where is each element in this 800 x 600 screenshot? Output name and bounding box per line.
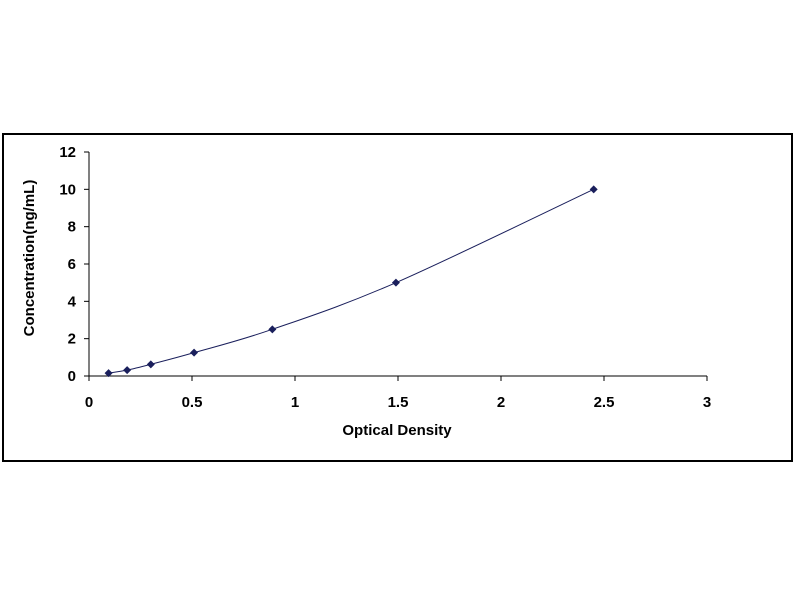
x-tick-label: 2 [497,394,505,411]
y-axis-title: Concentration(ng/mL) [21,180,38,337]
axes [88,152,707,377]
x-tick-label: 2.5 [594,394,615,411]
x-tick-label: 1 [291,394,299,411]
data-point-marker [589,185,598,194]
x-tick-label: 3 [703,394,711,411]
data-point-marker [123,366,132,375]
data-point-marker [391,278,400,287]
x-ticks: 0 0.5 1 1.5 2 2.5 3 [85,376,711,411]
data-point-marker [268,325,277,334]
data-point-marker [104,369,113,378]
x-tick-label: 0 [85,394,93,411]
y-tick-label: 2 [68,331,76,348]
x-tick-label: 1.5 [388,394,409,411]
y-tick-label: 10 [59,181,76,198]
y-tick-label: 4 [68,293,77,310]
y-tick-label: 8 [68,219,76,236]
data-point-marker [146,360,155,369]
y-tick-label: 6 [68,256,76,273]
trend-curve [108,188,594,374]
x-axis-title: Optical Density [342,422,452,439]
y-tick-label: 12 [59,144,76,161]
x-tick-label: 0.5 [182,394,203,411]
data-point-marker [190,348,199,357]
data-points [104,185,598,378]
y-tick-label: 0 [68,368,76,385]
chart-frame [2,133,793,462]
y-ticks: 0 2 4 6 8 10 12 [59,144,89,385]
